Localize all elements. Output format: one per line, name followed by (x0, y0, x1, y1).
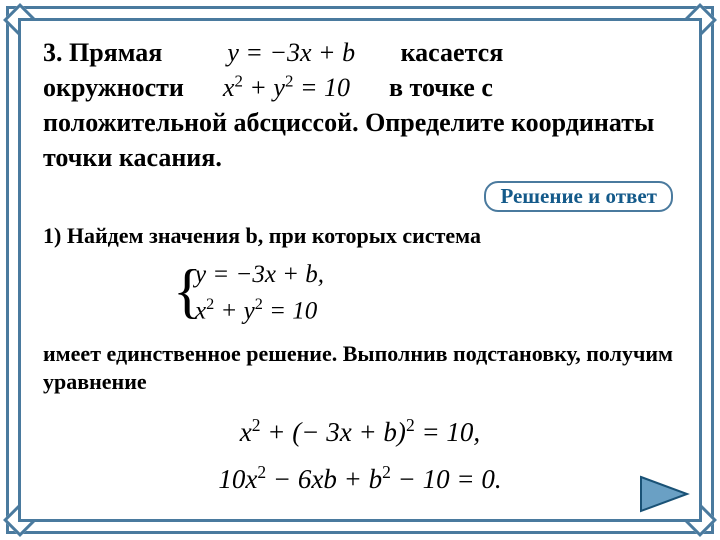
derived-equations: x2 + (− 3x + b)2 = 10, 10x2 − 6xb + b2 −… (43, 409, 677, 504)
text-rest: положительной абсциссой. Определите коор… (43, 108, 654, 172)
system-line-1: y = −3x + b, (195, 257, 677, 293)
step-1-text: 1) Найдем значения b, при которых систем… (43, 222, 677, 251)
content-frame: 3. Прямая y = −3x + b касается окружност… (18, 18, 702, 522)
step-2-text: имеет единственное решение. Выполнив под… (43, 340, 677, 397)
solution-button[interactable]: Решение и ответ (484, 181, 673, 212)
problem-num: 3. Прямая (43, 38, 162, 67)
formula-line: y = −3x + b (227, 38, 355, 67)
arrow-right-icon (638, 474, 690, 514)
equation-2: 10x2 − 6xb + b2 − 10 = 0. (43, 456, 677, 503)
equation-system: { y = −3x + b, x2 + y2 = 10 (173, 257, 677, 330)
equation-1: x2 + (− 3x + b)2 = 10, (43, 409, 677, 456)
brace-icon: { (173, 255, 202, 327)
system-line-2: x2 + y2 = 10 (195, 293, 677, 330)
next-button[interactable] (638, 474, 690, 514)
text-circle: окружности (43, 73, 184, 102)
formula-circle: x2 + y2 = 10 (223, 73, 350, 102)
button-row: Решение и ответ (43, 181, 673, 212)
problem-statement: 3. Прямая y = −3x + b касается окружност… (43, 35, 677, 175)
text-point: в точке с (389, 73, 493, 102)
text-touches: касается (401, 38, 504, 67)
